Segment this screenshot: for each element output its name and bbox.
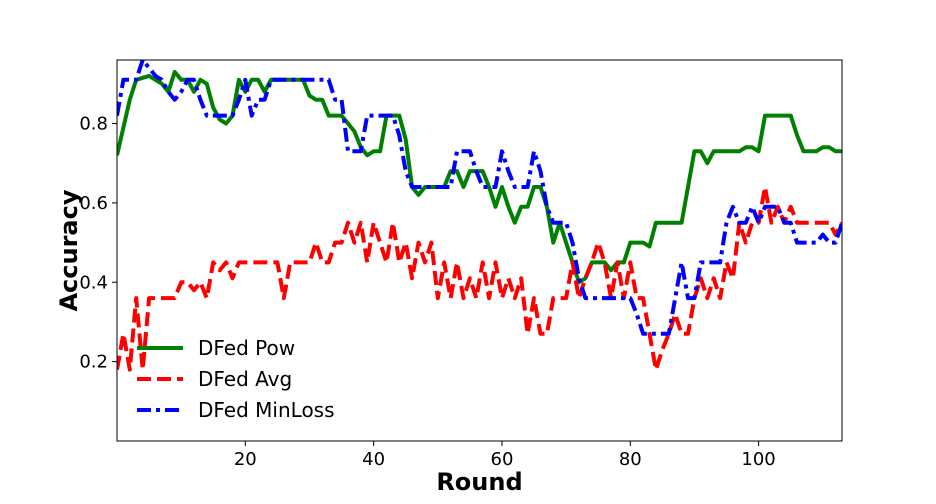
legend: DFed Pow DFed Avg DFed MinLoss (137, 336, 335, 422)
x-tick-label: 20 (234, 449, 257, 470)
y-axis-title: Accuracy (55, 189, 83, 311)
y-axis: 0.2 0.4 0.6 0.8 (79, 114, 117, 373)
x-tick-label: 60 (491, 449, 514, 470)
y-tick-label: 0.4 (79, 272, 108, 293)
x-tick-label: 40 (362, 449, 385, 470)
y-tick-label: 0.6 (79, 193, 108, 214)
x-axis-title: Round (436, 468, 522, 496)
series-line-dfed-minloss (117, 58, 842, 336)
y-tick-label: 0.2 (79, 352, 108, 373)
x-tick-label: 80 (619, 449, 642, 470)
legend-label: DFed Pow (198, 336, 295, 360)
x-axis: 20 40 60 80 100 (234, 441, 776, 470)
legend-label: DFed MinLoss (198, 398, 335, 422)
x-tick-label: 100 (741, 449, 775, 470)
y-tick-label: 0.8 (79, 114, 108, 135)
series-line-dfed-avg (117, 185, 842, 372)
plot-frame (116, 59, 843, 442)
plot-lines (117, 58, 842, 372)
legend-label: DFed Avg (198, 367, 292, 391)
